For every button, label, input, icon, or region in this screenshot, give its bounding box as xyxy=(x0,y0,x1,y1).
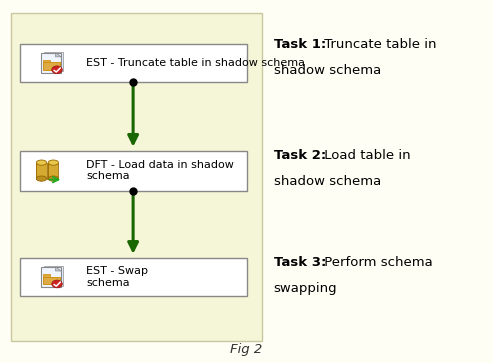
FancyBboxPatch shape xyxy=(43,277,60,284)
Text: Task 1:: Task 1: xyxy=(274,38,326,51)
FancyBboxPatch shape xyxy=(20,151,246,191)
FancyBboxPatch shape xyxy=(44,266,64,286)
FancyBboxPatch shape xyxy=(44,52,64,72)
Text: Task 2:: Task 2: xyxy=(274,149,326,162)
Ellipse shape xyxy=(48,176,59,181)
Circle shape xyxy=(52,280,62,288)
FancyBboxPatch shape xyxy=(43,274,49,277)
Ellipse shape xyxy=(36,160,47,165)
Text: swapping: swapping xyxy=(274,282,337,295)
Text: Load table in: Load table in xyxy=(320,149,411,162)
Text: shadow schema: shadow schema xyxy=(274,64,381,77)
Text: Truncate table in: Truncate table in xyxy=(320,38,437,51)
Polygon shape xyxy=(48,163,59,179)
Text: Perform schema: Perform schema xyxy=(320,256,433,269)
Text: shadow schema: shadow schema xyxy=(274,175,381,188)
Polygon shape xyxy=(36,163,47,179)
Ellipse shape xyxy=(48,160,59,165)
Text: EST - Truncate table in shadow schema: EST - Truncate table in shadow schema xyxy=(86,58,305,68)
FancyBboxPatch shape xyxy=(41,53,61,73)
Polygon shape xyxy=(56,53,61,57)
FancyBboxPatch shape xyxy=(41,267,61,287)
Text: Task 3:: Task 3: xyxy=(274,256,326,269)
FancyBboxPatch shape xyxy=(43,60,49,62)
Circle shape xyxy=(52,66,62,74)
Polygon shape xyxy=(56,267,61,271)
Text: EST - Swap
schema: EST - Swap schema xyxy=(86,266,148,287)
FancyBboxPatch shape xyxy=(20,258,246,296)
FancyBboxPatch shape xyxy=(20,44,246,82)
Ellipse shape xyxy=(36,176,47,181)
FancyBboxPatch shape xyxy=(43,62,60,70)
Text: Fig 2: Fig 2 xyxy=(230,343,263,356)
FancyBboxPatch shape xyxy=(11,13,262,341)
Text: DFT - Load data in shadow
schema: DFT - Load data in shadow schema xyxy=(86,160,234,182)
